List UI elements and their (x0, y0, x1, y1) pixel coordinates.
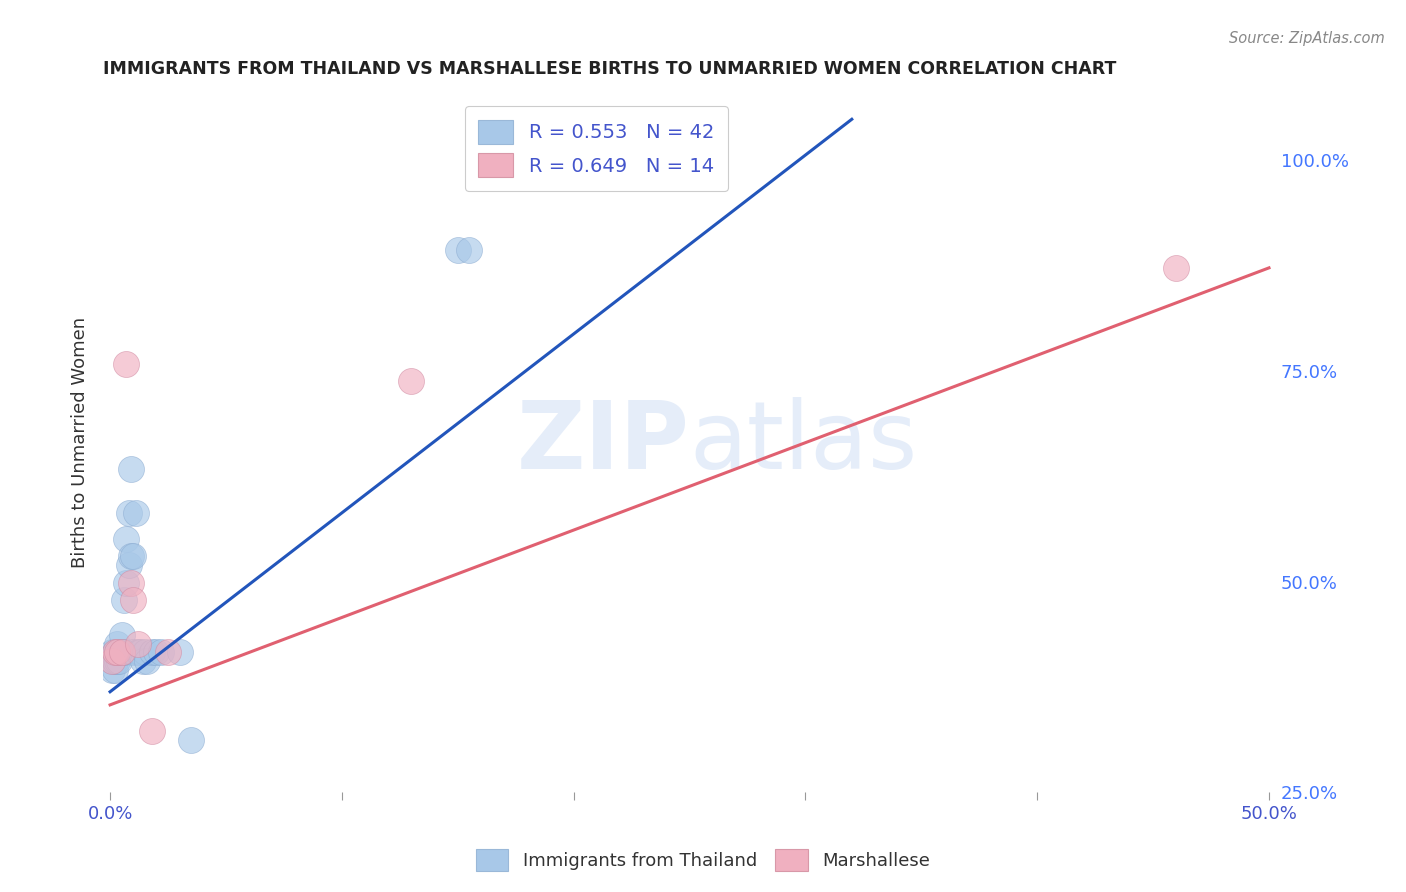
Point (117, 558, 139, 572)
Point (112, 593, 135, 607)
Point (105, 637, 128, 651)
Point (120, 575, 142, 590)
Text: ZIP: ZIP (516, 397, 689, 489)
Point (145, 645, 167, 659)
Point (141, 645, 163, 659)
Point (1166, 260, 1188, 275)
Point (104, 663, 127, 677)
Point (120, 462, 142, 476)
Y-axis label: Births to Unmarried Women: Births to Unmarried Women (72, 317, 89, 568)
Point (127, 637, 149, 651)
Point (101, 654, 124, 668)
Point (105, 645, 128, 659)
Point (108, 645, 131, 659)
Point (120, 549, 142, 564)
Point (101, 645, 124, 659)
Point (117, 506, 139, 520)
Point (115, 357, 138, 371)
Point (458, 244, 481, 258)
Point (101, 654, 124, 668)
Point (115, 532, 138, 546)
Point (104, 645, 127, 659)
Point (136, 654, 159, 668)
Point (157, 645, 180, 659)
Point (122, 645, 145, 659)
Point (115, 575, 138, 590)
Point (105, 654, 128, 668)
Point (180, 732, 202, 747)
Point (105, 645, 128, 659)
Point (129, 645, 152, 659)
Point (108, 654, 131, 668)
Point (111, 628, 134, 642)
Point (169, 645, 191, 659)
Point (401, 375, 423, 389)
Point (122, 593, 145, 607)
Text: atlas: atlas (689, 397, 918, 489)
Legend: Immigrants from Thailand, Marshallese: Immigrants from Thailand, Marshallese (468, 842, 938, 879)
Point (150, 645, 173, 659)
Point (127, 645, 149, 659)
Point (111, 645, 134, 659)
Text: Source: ZipAtlas.com: Source: ZipAtlas.com (1229, 31, 1385, 46)
Text: IMMIGRANTS FROM THAILAND VS MARSHALLESE BIRTHS TO UNMARRIED WOMEN CORRELATION CH: IMMIGRANTS FROM THAILAND VS MARSHALLESE … (103, 60, 1116, 78)
Point (122, 549, 145, 564)
Point (104, 645, 127, 659)
Point (134, 645, 156, 659)
Point (447, 244, 470, 258)
Point (131, 654, 153, 668)
Point (112, 645, 135, 659)
Point (141, 724, 163, 739)
Point (124, 506, 146, 520)
Point (101, 663, 124, 677)
Point (111, 645, 134, 659)
Legend: R = 0.553   N = 42, R = 0.649   N = 14: R = 0.553 N = 42, R = 0.649 N = 14 (465, 106, 728, 191)
Point (169, 803, 191, 817)
Point (104, 654, 127, 668)
